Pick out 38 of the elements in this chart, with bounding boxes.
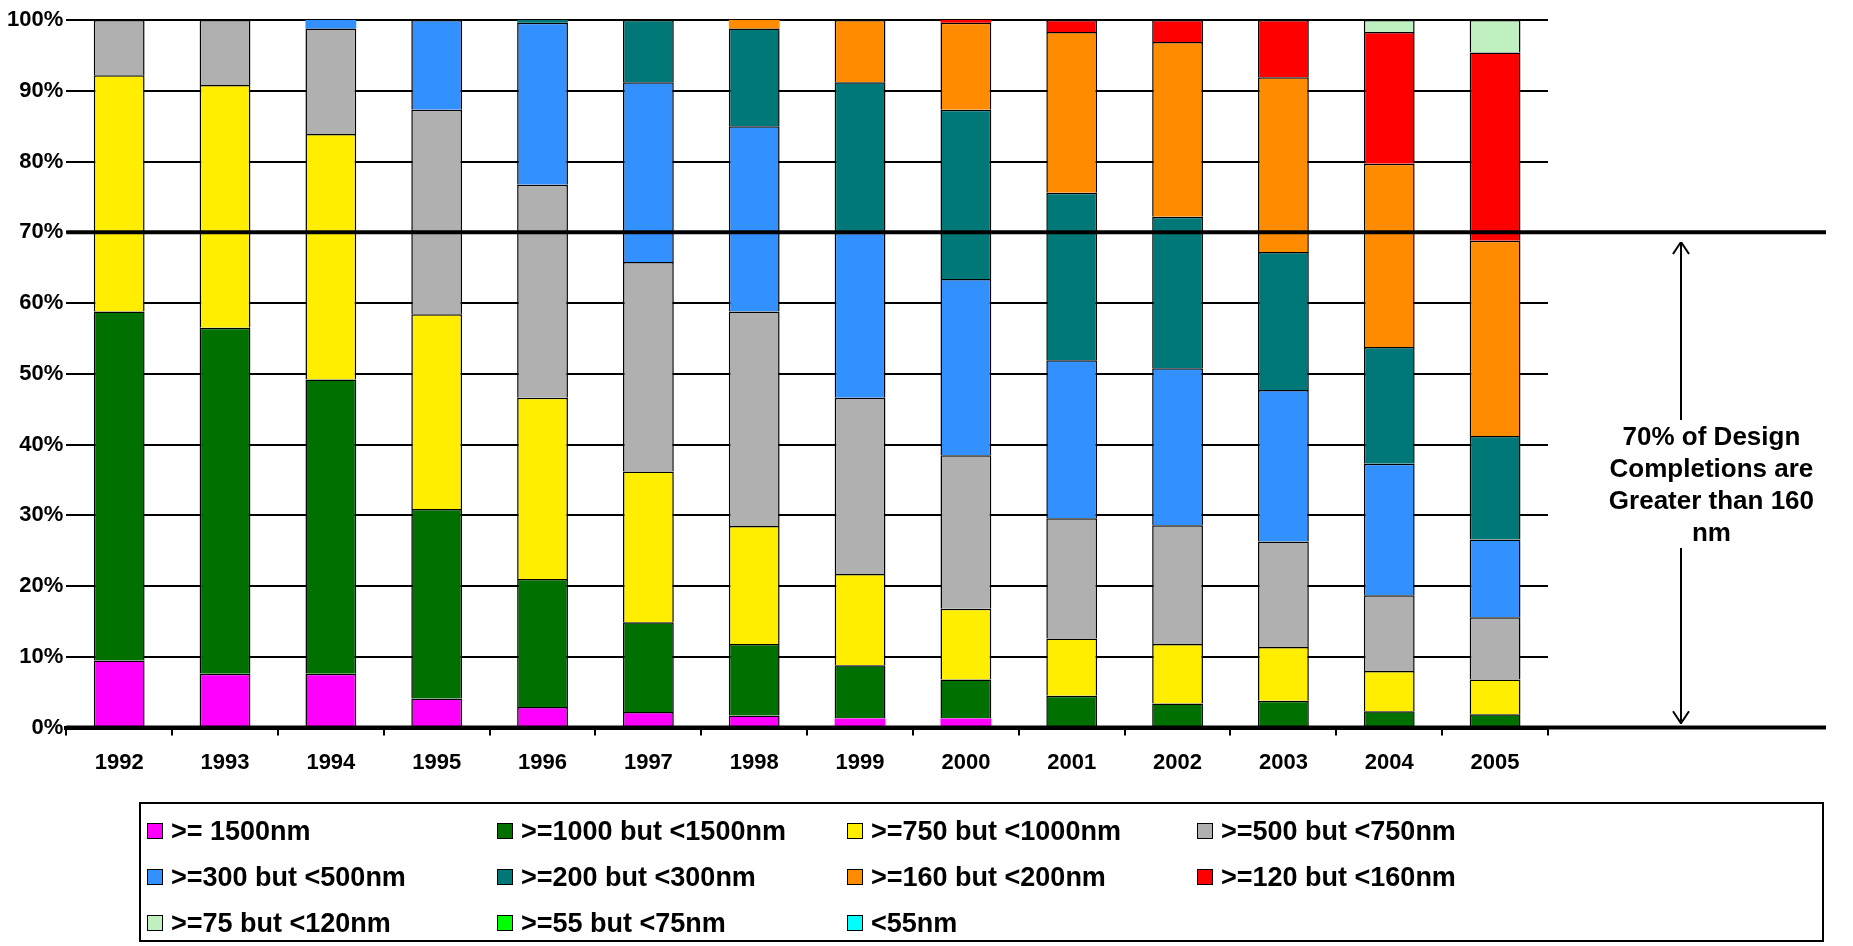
y-tick-label: 60%: [19, 289, 64, 315]
legend-label: >=1000 but <1500nm: [521, 815, 786, 847]
y-tick-label: 0%: [31, 713, 64, 739]
x-tick-label: 1995: [412, 748, 462, 774]
legend-label: >=120 but <160nm: [1221, 861, 1456, 893]
bar: [517, 20, 568, 23]
x-tick-label: 2003: [1258, 748, 1308, 774]
legend-label: >=160 but <200nm: [871, 861, 1106, 893]
legend-label: >=55 but <75nm: [521, 907, 726, 939]
legend-label: >=750 but <1000nm: [871, 815, 1121, 847]
legend-label: >=300 but <500nm: [171, 861, 406, 893]
y-tick-label: 90%: [19, 76, 64, 102]
x-tick-label: 2004: [1364, 748, 1415, 774]
y-tick-label: 30%: [19, 501, 64, 527]
y-tick-label: 70%: [19, 218, 64, 244]
y-tick-label: 10%: [19, 642, 64, 668]
legend-label: >=200 but <300nm: [521, 861, 756, 893]
x-tick-label: 1997: [623, 748, 673, 774]
legend-label: >=75 but <120nm: [171, 907, 391, 939]
x-tick-label: 1993: [200, 748, 250, 774]
x-tick-label: 1999: [835, 748, 885, 774]
y-tick-label: 50%: [19, 359, 64, 385]
x-tick-label: 2005: [1470, 748, 1520, 774]
x-tick-label: 2000: [941, 748, 991, 774]
x-tick-label: 2001: [1047, 748, 1097, 774]
y-tick-label: 20%: [19, 572, 64, 598]
legend-label: >= 1500nm: [171, 815, 311, 847]
x-tick-label: 1994: [306, 748, 357, 774]
x-tick-label: 1996: [518, 748, 568, 774]
text: 70% of Design Completions are Greater than 160 nm: [1591, 419, 1832, 548]
legend-label: >=500 but <750nm: [1221, 815, 1456, 847]
y-tick-label: 40%: [19, 430, 64, 456]
y-tick-label: 100%: [6, 6, 64, 32]
x-tick-label: 1992: [94, 748, 144, 774]
x-tick-label: 2002: [1153, 748, 1203, 774]
legend-label: <55nm: [871, 907, 958, 939]
y-tick-label: 80%: [19, 147, 64, 173]
x-tick-label: 1998: [729, 748, 779, 774]
